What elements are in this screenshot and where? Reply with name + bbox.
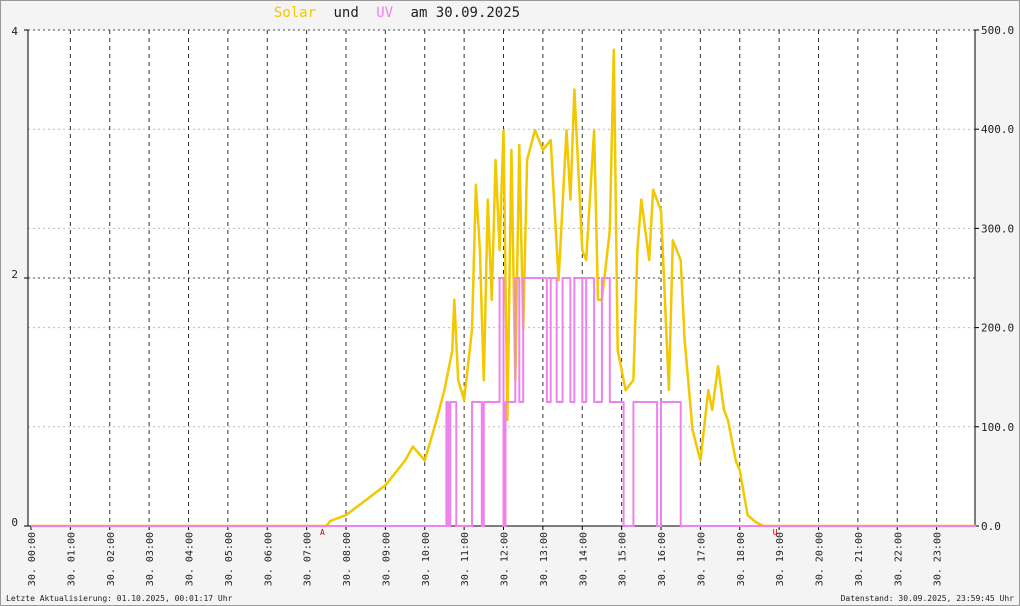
- x-tick-label: 30. 10:00: [421, 532, 432, 586]
- x-tick-label: 30. 14:00: [578, 532, 589, 586]
- x-tick-label: 30. 04:00: [185, 532, 196, 586]
- annotation: U: [773, 528, 778, 537]
- y2-tick-label: 500.0: [981, 24, 1014, 37]
- y2-tick-label: 200.0: [981, 322, 1014, 335]
- y-tick-label: 4: [11, 25, 18, 38]
- title-solar: Solar: [274, 5, 316, 21]
- x-tick-label: 30. 00:00: [27, 532, 38, 586]
- y2-tick-label: 300.0: [981, 222, 1014, 235]
- x-tick-label: 30. 23:00: [933, 532, 944, 586]
- y2-tick-label: 100.0: [981, 421, 1014, 434]
- y2-tick-label: 400.0: [981, 123, 1014, 136]
- x-tick-label: 30. 22:00: [893, 532, 904, 586]
- x-tick-label: 30. 02:00: [106, 532, 117, 586]
- x-tick-label: 30. 15:00: [618, 532, 629, 586]
- x-tick-label: 30. 21:00: [854, 532, 865, 586]
- title-joiner: und: [333, 5, 358, 21]
- x-tick-label: 30. 05:00: [224, 532, 235, 586]
- annotation: A: [320, 528, 325, 537]
- x-tick-label: 30. 01:00: [66, 532, 77, 586]
- x-tick-label: 30. 17:00: [696, 532, 707, 586]
- x-tick-label: 30. 03:00: [145, 532, 156, 586]
- x-tick-label: 30. 13:00: [539, 532, 550, 586]
- y-tick-label: 0: [11, 516, 18, 529]
- x-tick-label: 30. 20:00: [815, 532, 826, 586]
- footer-left: Letzte Aktualisierung: 01.10.2025, 00:01…: [6, 594, 233, 603]
- x-tick-label: 30. 12:00: [500, 532, 511, 586]
- x-tick-label: 30. 07:00: [303, 532, 314, 586]
- x-tick-label: 30. 11:00: [460, 532, 471, 586]
- title-uv: UV: [376, 5, 393, 21]
- title-date: am 30.09.2025: [411, 5, 521, 21]
- footer-right: Datenstand: 30.09.2025, 23:59:45 Uhr: [841, 594, 1015, 603]
- x-tick-label: 30. 18:00: [736, 532, 747, 586]
- x-tick-label: 30. 08:00: [342, 532, 353, 586]
- y2-tick-label: 0.0: [981, 520, 1001, 533]
- x-tick-label: 30. 16:00: [657, 532, 668, 586]
- chart-title: Solar und UV am 30.09.2025: [274, 5, 520, 21]
- x-tick-label: 30. 19:00: [775, 532, 786, 586]
- y-tick-label: 2: [11, 268, 18, 281]
- x-tick-label: 30. 09:00: [381, 532, 392, 586]
- x-tick-label: 30. 06:00: [263, 532, 274, 586]
- series-line: [31, 277, 976, 527]
- series-line: [31, 48, 976, 528]
